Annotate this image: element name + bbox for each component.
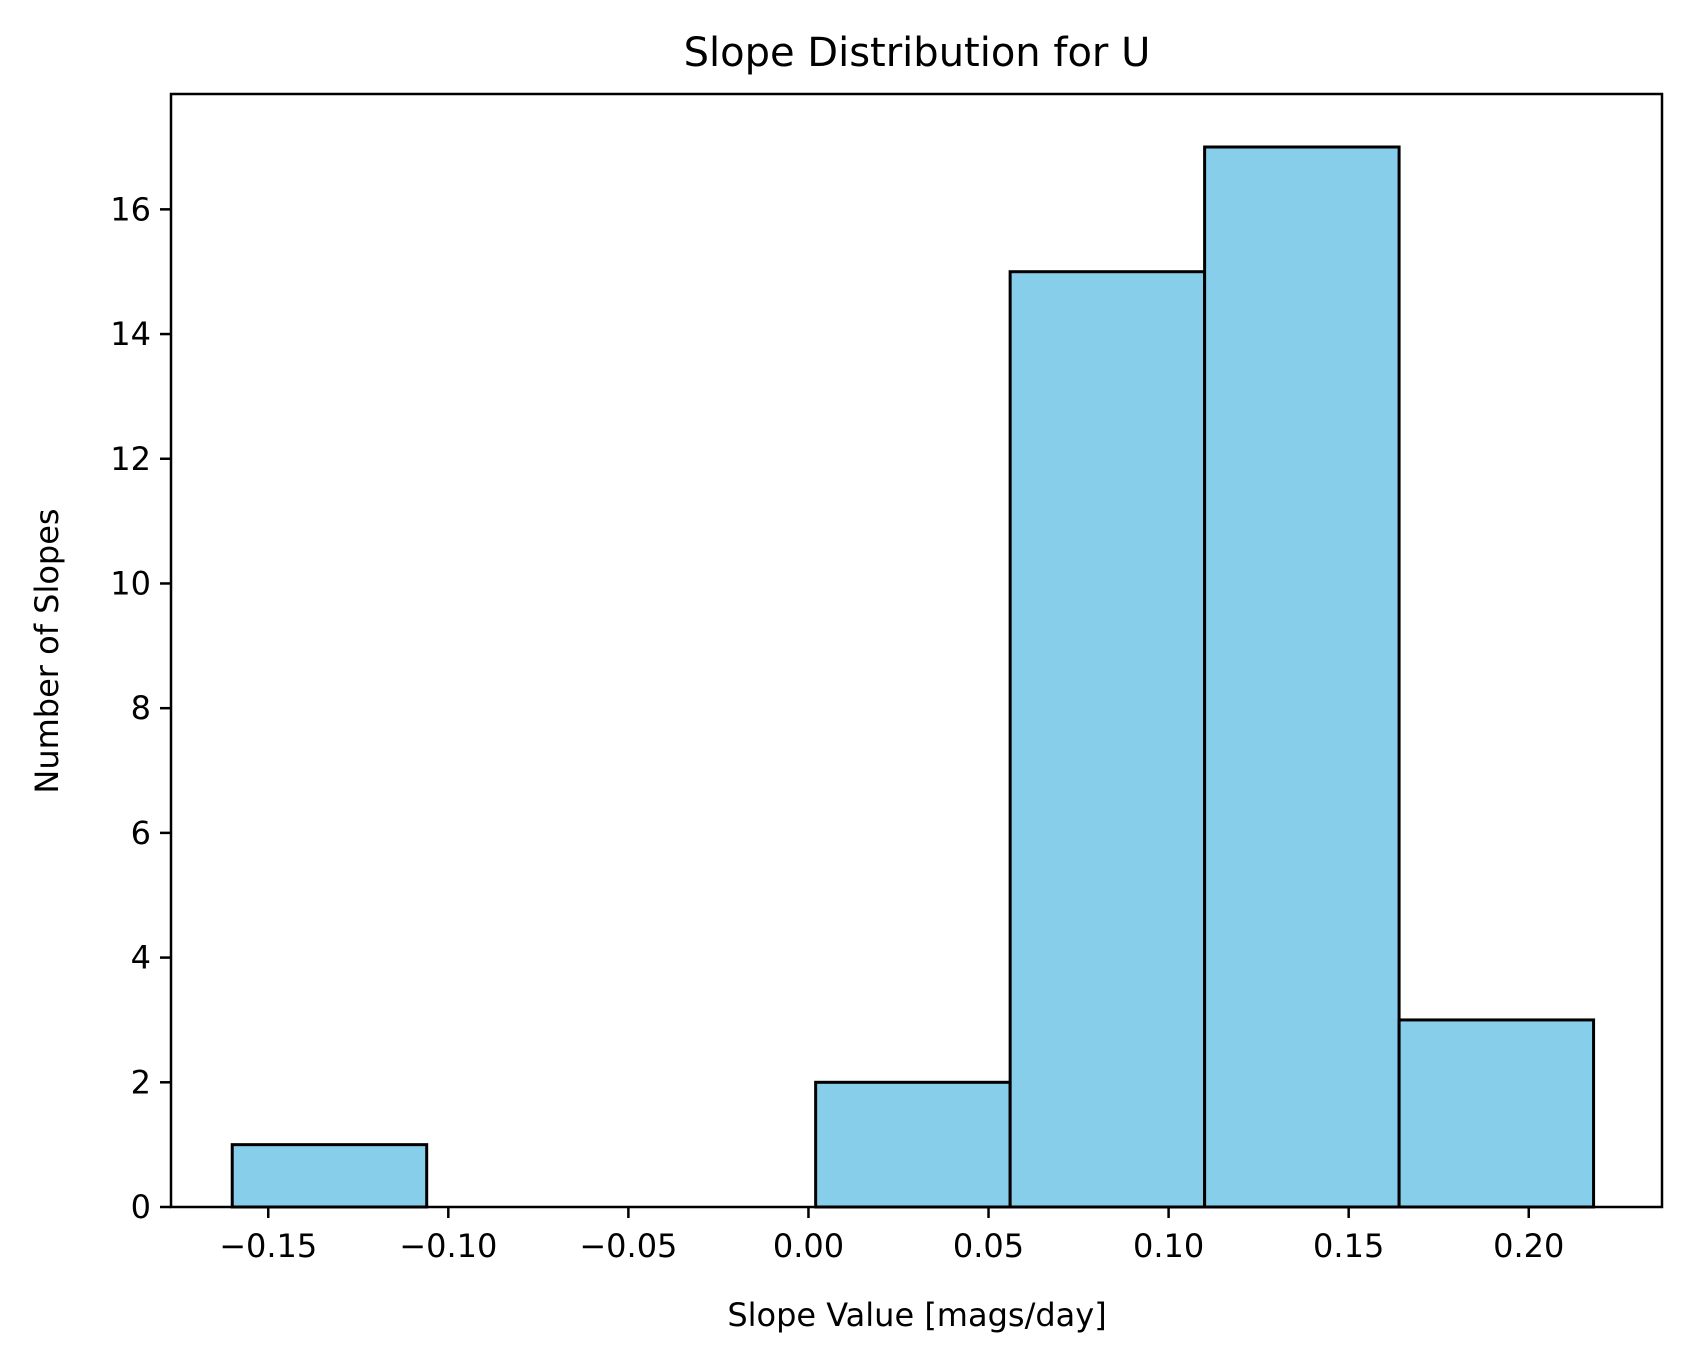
x-tick-label: 0.20 bbox=[1493, 1227, 1564, 1265]
y-tick-label: 10 bbox=[110, 564, 151, 602]
x-tick-label: 0.05 bbox=[953, 1227, 1024, 1265]
x-tick-label: 0.10 bbox=[1133, 1227, 1204, 1265]
x-tick-label: −0.10 bbox=[399, 1227, 497, 1265]
x-tick-label: −0.15 bbox=[219, 1227, 317, 1265]
y-tick-label: 0 bbox=[131, 1188, 151, 1226]
chart-title: Slope Distribution for U bbox=[684, 30, 1151, 76]
x-axis-label: Slope Value [mags/day] bbox=[727, 1296, 1106, 1334]
histogram-bar bbox=[1397, 1018, 1596, 1209]
bars-group bbox=[230, 145, 1596, 1209]
y-tick-label: 4 bbox=[131, 939, 151, 977]
x-tick-label: 0.15 bbox=[1313, 1227, 1384, 1265]
histogram-bar bbox=[1008, 270, 1207, 1209]
histogram-bar bbox=[230, 1143, 429, 1209]
plot-frame bbox=[169, 92, 1664, 1209]
y-tick-label: 12 bbox=[110, 440, 151, 478]
y-tick-label: 16 bbox=[110, 190, 151, 228]
histogram-bar bbox=[814, 1080, 1012, 1209]
y-tick-label: 8 bbox=[131, 689, 151, 727]
x-ticks-group: −0.15 −0.10 −0.05 0.00 0.05 0.10 0.15 0.20 bbox=[219, 1207, 1564, 1265]
y-axis-label: Number of Slopes bbox=[28, 508, 66, 793]
y-ticks-group: 0 2 4 6 8 10 12 14 16 bbox=[110, 190, 171, 1226]
x-tick-label: −0.05 bbox=[579, 1227, 677, 1265]
y-tick-label: 14 bbox=[110, 315, 151, 353]
y-tick-label: 2 bbox=[131, 1063, 151, 1101]
y-tick-label: 6 bbox=[131, 814, 151, 852]
x-tick-label: 0.00 bbox=[773, 1227, 844, 1265]
histogram-bar bbox=[1203, 145, 1401, 1209]
